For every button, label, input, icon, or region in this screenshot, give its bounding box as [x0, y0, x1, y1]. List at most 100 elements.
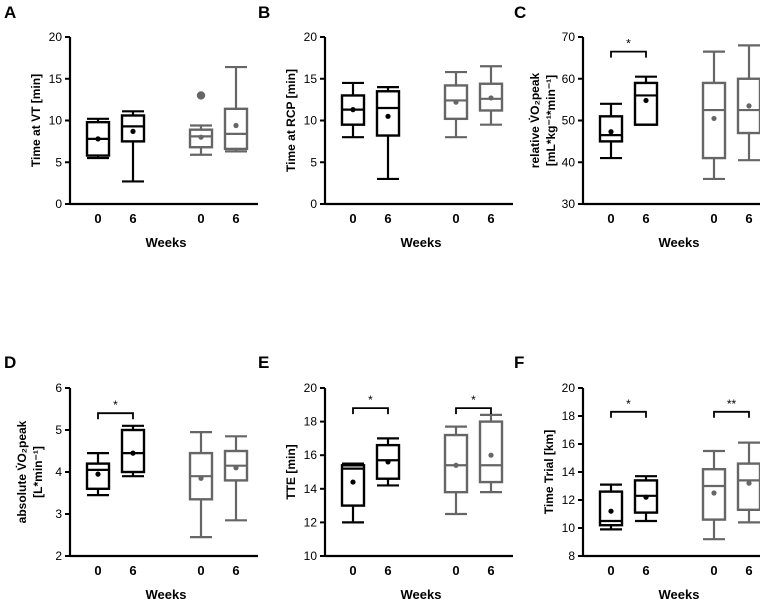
x-tick-label: 0 — [452, 211, 459, 226]
box-group-1-week-0 — [598, 102, 624, 160]
box-group-1-week-0 — [598, 483, 624, 531]
box-group-1-week-0 — [85, 117, 111, 160]
box-group-2-week-0 — [701, 449, 727, 541]
x-tick-label: 0 — [94, 211, 101, 226]
box-mean-point — [608, 508, 614, 514]
panel-letter: C — [514, 3, 526, 22]
y-tick-label: 0 — [55, 197, 62, 211]
y-tick-label: 10 — [49, 114, 63, 128]
x-tick-label: 0 — [710, 563, 717, 578]
y-tick-label: 14 — [562, 465, 576, 479]
box-iqr — [598, 115, 624, 143]
box-group-1-week-0 — [340, 462, 366, 524]
x-tick-label: 0 — [349, 211, 356, 226]
y-tick-label: 20 — [49, 30, 63, 44]
x-axis-label: Weeks — [401, 587, 442, 599]
box-group-1-week-0 — [85, 452, 111, 497]
y-axis-label-unit: [mL*kg⁻¹*min⁻¹] — [544, 75, 558, 166]
box-group-2-week-6 — [736, 441, 760, 524]
x-tick-label: 6 — [745, 211, 752, 226]
x-tick-label: 0 — [607, 211, 614, 226]
y-axis-label: Time at VT [min] — [29, 74, 43, 167]
box-group-2-week-0 — [443, 425, 469, 516]
box-group-1-week-6 — [375, 437, 401, 487]
y-tick-label: 15 — [49, 72, 63, 86]
box-mean-point — [95, 471, 101, 477]
y-axis-label: relative V̇O₂peak — [527, 72, 542, 168]
box-group-2-week-6 — [736, 44, 760, 162]
y-tick-label: 60 — [562, 72, 576, 86]
y-tick-label: 5 — [310, 155, 317, 169]
significance-label: * — [471, 393, 476, 407]
box-group-2-week-6 — [478, 413, 504, 494]
panel-letter: E — [258, 353, 269, 372]
y-tick-label: 70 — [562, 30, 576, 44]
box-mean-point — [233, 465, 239, 471]
y-tick-label: 20 — [304, 381, 318, 395]
box-group-2-week-0 — [443, 70, 469, 139]
x-tick-label: 6 — [129, 211, 136, 226]
box-group-1-week-6 — [120, 424, 146, 478]
x-tick-label: 6 — [232, 211, 239, 226]
x-axis-label: Weeks — [659, 587, 700, 599]
x-tick-label: 6 — [642, 563, 649, 578]
y-tick-label: 3 — [55, 507, 62, 521]
x-axis-label: Weeks — [401, 235, 442, 250]
significance-bracket: * — [97, 398, 134, 420]
box-mean-point — [711, 490, 717, 496]
box-group-2-week-0 — [188, 431, 214, 539]
y-axis-label-unit: [L*min⁻¹] — [31, 446, 45, 498]
box-mean-point — [350, 107, 356, 113]
y-tick-label: 0 — [310, 197, 317, 211]
box-iqr — [736, 462, 760, 512]
box-group-2-week-6 — [223, 65, 249, 153]
panel-e: E 10 12 14 16 18 20 TTE [min] 0 6 0 6 Weeks * * — [258, 353, 513, 599]
x-tick-label: 0 — [349, 563, 356, 578]
y-tick-label: 5 — [55, 155, 62, 169]
box-mean-point — [746, 480, 752, 486]
box-mean-point — [350, 479, 356, 485]
box-iqr — [478, 420, 504, 484]
y-tick-label: 20 — [562, 381, 576, 395]
bracket-line — [713, 410, 750, 418]
panel-letter: B — [258, 3, 270, 22]
box-mean-point — [711, 115, 717, 122]
box-iqr — [633, 81, 659, 126]
box-mean-point — [643, 97, 649, 104]
x-tick-label: 6 — [384, 211, 391, 226]
y-tick-label: 12 — [304, 515, 318, 529]
box-mean-point — [385, 459, 391, 465]
significance-bracket: * — [455, 393, 492, 415]
box-group-2-week-0 — [701, 50, 727, 181]
y-tick-label: 12 — [562, 493, 576, 507]
box-group-2-week-6 — [478, 65, 504, 126]
y-axis-label: Time at RCP [min] — [284, 69, 298, 172]
box-mean-point — [130, 450, 136, 456]
y-tick-label: 15 — [304, 72, 318, 86]
box-iqr — [120, 114, 146, 143]
box-mean-point — [453, 99, 459, 105]
y-tick-label: 5 — [55, 423, 62, 437]
significance-bracket: * — [610, 397, 647, 418]
y-axis-label: Time Trial [km] — [542, 430, 556, 514]
box-mean-point — [488, 452, 494, 458]
y-tick-label: 30 — [562, 197, 576, 211]
box-mean-point — [95, 136, 101, 142]
box-iqr — [375, 90, 401, 137]
y-tick-label: 8 — [568, 549, 575, 563]
x-tick-label: 0 — [197, 211, 204, 226]
y-tick-label: 10 — [562, 521, 576, 535]
box-mean-point — [198, 134, 204, 140]
box-mean-point — [198, 475, 204, 481]
bracket-line — [352, 407, 389, 415]
y-tick-label: 20 — [304, 30, 318, 44]
significance-label: * — [113, 398, 118, 412]
panel-letter: F — [514, 353, 524, 372]
box-group-1-week-6 — [633, 475, 659, 523]
bracket-line — [97, 412, 134, 420]
panel-b: B 0 5 10 15 20 Time at RCP [min] 0 6 0 6 Weeks — [258, 3, 513, 250]
significance-bracket: * — [352, 393, 389, 415]
y-tick-label: 14 — [304, 482, 318, 496]
panel-letter: D — [4, 353, 16, 372]
